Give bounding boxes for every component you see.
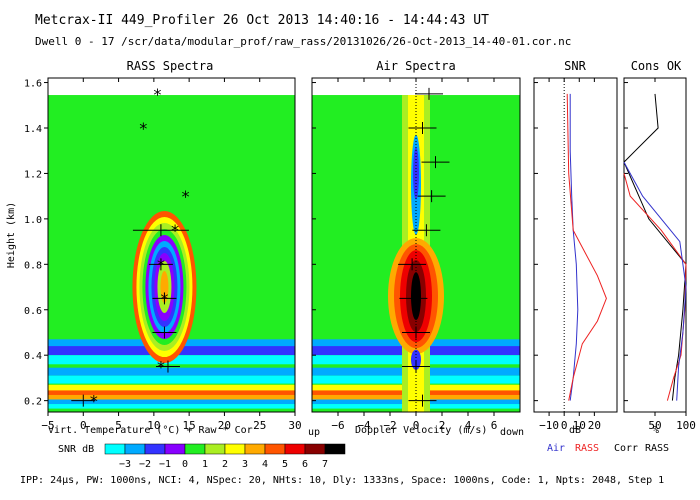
x-tick-label-1-6: 6 xyxy=(491,419,498,432)
panel-frame-2 xyxy=(533,77,618,413)
series-3-2 xyxy=(623,161,687,401)
x-tick-label-3-1: 100 xyxy=(676,419,696,432)
x-tick-label-1-4: 2 xyxy=(439,419,446,432)
rass-band-8 xyxy=(48,399,295,405)
rass-title: RASS Spectra xyxy=(127,59,214,73)
header-line2: Dwell 0 - 17 /scr/data/modular_prof/raw_… xyxy=(35,35,571,48)
x-tick-label-2-0: −10 xyxy=(539,419,559,432)
x-tick-label-0-2: 5 xyxy=(115,419,122,432)
y-tick-label-7: 1.6 xyxy=(24,79,42,90)
air-upper-filament-core xyxy=(413,147,419,200)
panel-frame-0 xyxy=(47,77,296,413)
colorbar-tick-6: 3 xyxy=(242,459,248,470)
colorbar-swatch-0 xyxy=(104,443,126,455)
series-3-0 xyxy=(623,93,687,401)
x-tick-label-2-2: 10 xyxy=(573,419,586,432)
x-tick-label-0-4: 15 xyxy=(183,419,196,432)
series-3-1 xyxy=(623,173,687,401)
y-tick-label-3: 0.8 xyxy=(24,260,42,271)
air-low-core xyxy=(411,349,421,370)
x-tick-label-0-6: 25 xyxy=(253,419,266,432)
x-tick-label-1-0: −6 xyxy=(331,419,344,432)
x-tick-label-1-3: 0 xyxy=(413,419,420,432)
colorbar-tick-7: 4 xyxy=(262,459,268,470)
rass-band-3 xyxy=(48,367,295,376)
footer-params: IPP: 24µs, PW: 1000ns, NCI: 4, NSpec: 20… xyxy=(20,475,664,486)
air-xlabel: Doppler Velocity (m/s) xyxy=(355,425,487,436)
colorbar-swatch-1 xyxy=(124,443,146,455)
rass-band-7 xyxy=(48,394,295,400)
x-tick-label-2-3: 20 xyxy=(588,419,601,432)
x-tick-label-0-0: −5 xyxy=(41,419,54,432)
y-tick-label-1: 0.4 xyxy=(24,351,42,362)
rass-band-9 xyxy=(48,404,295,409)
rass-cor-point-2: * xyxy=(181,187,191,206)
rass-cor-point-1: * xyxy=(138,119,148,138)
colorbar-tick-3: 0 xyxy=(182,459,188,470)
colorbar-swatch-6 xyxy=(224,443,246,455)
series-2-1 xyxy=(566,93,607,401)
series-2-0 xyxy=(569,93,579,401)
colorbar-tick-5: 2 xyxy=(222,459,228,470)
legend-corr: Corr xyxy=(614,443,638,454)
x-tick-label-0-3: 10 xyxy=(147,419,160,432)
cons-title: Cons OK xyxy=(631,59,682,73)
colorbar-swatch-11 xyxy=(324,443,346,455)
rass-xlabel: Virt. Temperature (°C) + Raw * Cor xyxy=(48,425,253,436)
y-axis-label: Height (km) xyxy=(6,202,17,268)
panel-frame-3 xyxy=(623,77,687,413)
legend-corr-rass: RASS xyxy=(645,443,669,454)
colorbar-tick-4: 1 xyxy=(202,459,208,470)
colorbar-label: SNR dB xyxy=(58,444,94,455)
colorbar-swatch-5 xyxy=(204,443,226,455)
rass-cor-point-7: * xyxy=(89,392,99,411)
header-line1: Metcrax-II 449_Profiler 26 Oct 2013 14:4… xyxy=(35,13,489,28)
colorbar-tick-9: 6 xyxy=(302,459,308,470)
y-tick-label-0: 0.2 xyxy=(24,397,42,408)
colorbar-swatch-3 xyxy=(164,443,186,455)
snr-xlabel: dB xyxy=(569,425,581,436)
x-tick-label-3-0: 50 xyxy=(648,419,661,432)
colorbar-swatch-2 xyxy=(144,443,166,455)
colorbar-tick-1: −2 xyxy=(139,459,151,470)
rass-blob-ring-9 xyxy=(160,271,169,304)
colorbar-tick-8: 5 xyxy=(282,459,288,470)
snr-title: SNR xyxy=(564,59,586,73)
rass-band-6 xyxy=(48,390,295,397)
colorbar-tick-0: −3 xyxy=(119,459,131,470)
colorbar-tick-2: −1 xyxy=(159,459,171,470)
colorbar-swatch-4 xyxy=(184,443,206,455)
y-tick-label-6: 1.4 xyxy=(24,124,42,135)
colorbar-swatch-7 xyxy=(244,443,266,455)
legend-air: Air xyxy=(547,443,565,454)
legend-rass: RASS xyxy=(575,443,599,454)
x-tick-label-0-5: 20 xyxy=(218,419,231,432)
colorbar-swatch-8 xyxy=(264,443,286,455)
x-tick-label-1-5: 4 xyxy=(465,419,472,432)
rass-cor-point-4: * xyxy=(156,255,166,274)
y-tick-label-4: 1.0 xyxy=(24,215,42,226)
x-tick-label-0-7: 30 xyxy=(288,419,301,432)
rass-cor-point-3: * xyxy=(170,221,180,240)
x-tick-label-0-1: 0 xyxy=(80,419,87,432)
rass-cor-point-6: * xyxy=(156,358,166,377)
rass-cor-point-0: * xyxy=(153,85,163,104)
colorbar-tick-10: 7 xyxy=(322,459,328,470)
y-tick-label-2: 0.6 xyxy=(24,306,42,317)
air-down-label: down xyxy=(500,427,524,438)
air-up-label: up xyxy=(308,427,320,438)
cons-xlabel: % xyxy=(653,425,659,436)
colorbar-swatch-9 xyxy=(284,443,306,455)
rass-band-5 xyxy=(48,384,295,394)
air-core-ring-4 xyxy=(411,272,421,321)
rass-band-4 xyxy=(48,375,295,384)
air-title: Air Spectra xyxy=(376,59,455,73)
rass-cor-point-5: * xyxy=(160,289,170,308)
x-tick-label-1-2: −2 xyxy=(383,419,396,432)
x-tick-label-1-1: −4 xyxy=(357,419,371,432)
colorbar-swatch-10 xyxy=(304,443,326,455)
y-tick-label-5: 1.2 xyxy=(24,169,42,180)
x-tick-label-2-1: 0 xyxy=(561,419,568,432)
